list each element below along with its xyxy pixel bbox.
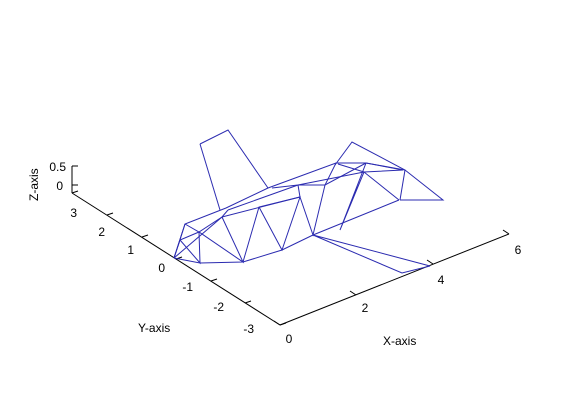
y-tick-label: 2 [98,225,105,239]
z-ticks [72,165,78,186]
y-tick-label: 0 [158,261,165,275]
axis-labels: X-axis Y-axis Z-axis [27,168,416,348]
wireframe-edge [199,143,221,211]
wireframe-edge [271,162,404,189]
x-tick-label: 0 [286,332,293,346]
y-ticks [71,190,287,326]
y-tick-label: 3 [70,206,77,220]
y-tick-label: -1 [182,280,193,294]
wireframe-edge [173,223,186,259]
z-axis-label: Z-axis [27,168,41,201]
y-tick-label: -2 [213,300,224,314]
x-tick-label: 4 [438,273,445,287]
x-tick-label: 2 [362,301,369,315]
x-axis-line [279,233,510,326]
wireframe-edge [173,216,245,264]
wireframe-edge [337,163,365,173]
axes-box [71,165,510,326]
y-axis-label: Y-axis [138,321,170,335]
x-ticks [273,229,510,326]
z-tick-label: 0.5 [49,160,66,174]
wireframe-edge [299,162,400,237]
wireframe-plot [173,129,445,274]
tick-labels: 0 2 4 6 -3 -2 -1 0 1 2 3 0 0.5 [49,160,521,346]
wireframe-edge [242,196,301,263]
wireframe-edge [312,234,431,274]
wireframe-edge [173,199,400,264]
wireframe-edge [298,162,367,186]
y-tick-label: -3 [243,322,254,336]
wireframe-edge [184,216,223,233]
wireframe-edge [221,184,301,218]
wireframe-edge [179,231,201,265]
x-axis-label: X-axis [383,334,416,348]
x-tick-label: 6 [515,243,522,257]
z-tick-label: 0 [56,179,63,193]
wireframe-edge [227,184,299,211]
wireframe-edge [199,129,269,189]
y-tick-label: 1 [127,243,134,257]
